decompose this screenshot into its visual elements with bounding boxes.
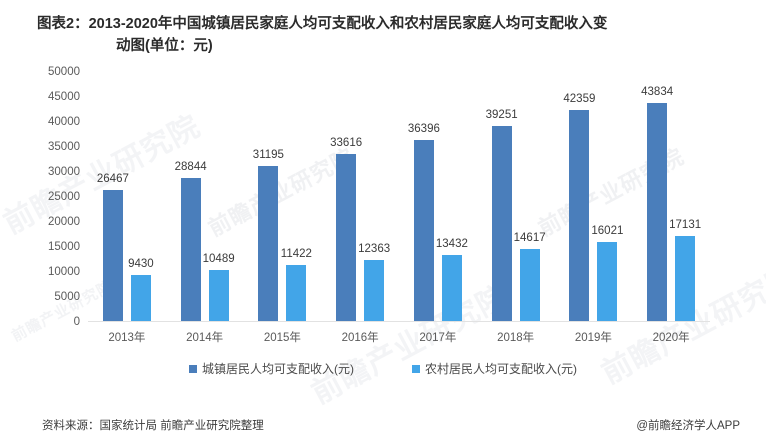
bar-value-label: 39251 bbox=[485, 108, 518, 121]
x-axis-line bbox=[88, 321, 710, 322]
bar[interactable] bbox=[286, 264, 307, 322]
y-axis-tick: 15000 bbox=[48, 241, 80, 253]
x-axis-tick: 2017年 bbox=[419, 332, 457, 344]
bar-value-label: 16021 bbox=[591, 224, 624, 237]
bar-value-label: 14617 bbox=[513, 231, 546, 244]
bar-value-label: 26467 bbox=[96, 172, 129, 185]
bar[interactable] bbox=[647, 102, 668, 322]
bar-group: 31195 11422 bbox=[244, 72, 322, 322]
bar-value-label: 28844 bbox=[174, 160, 207, 173]
chart-title-line1: 图表2：2013-2020年中国城镇居民家庭人均可支配收入和农村居民家庭人均可支… bbox=[37, 16, 608, 32]
bar[interactable] bbox=[519, 248, 540, 322]
chart-title: 图表2：2013-2020年中国城镇居民家庭人均可支配收入和农村居民家庭人均可支… bbox=[37, 13, 737, 57]
x-axis-tick: 2019年 bbox=[574, 332, 612, 344]
y-axis-tick: 25000 bbox=[48, 191, 80, 203]
y-axis-tick: 30000 bbox=[48, 166, 80, 178]
bar[interactable] bbox=[491, 125, 512, 322]
legend-swatch-icon bbox=[189, 364, 197, 373]
bar-value-label: 13432 bbox=[435, 237, 468, 250]
legend-item-urban[interactable]: 城镇居民人均可支配收入(元) bbox=[189, 360, 354, 377]
y-axis-tick: 5000 bbox=[54, 291, 80, 303]
bar-value-label: 31195 bbox=[252, 149, 284, 162]
y-axis: 0 5000 10000 15000 20000 25000 30000 35000 40000… bbox=[18, 66, 80, 328]
bar[interactable] bbox=[597, 241, 618, 322]
bar-group: 33616 12363 bbox=[321, 72, 399, 322]
y-axis-tick: 45000 bbox=[48, 91, 80, 103]
y-axis-tick: 35000 bbox=[48, 141, 80, 153]
bar[interactable] bbox=[413, 140, 434, 322]
bar-group: 42359 16021 bbox=[555, 72, 633, 322]
y-axis-tick: 0 bbox=[73, 316, 80, 328]
brand-note: @前瞻经济学人APP bbox=[636, 420, 740, 432]
x-axis-tick: 2014年 bbox=[186, 332, 224, 344]
bar[interactable] bbox=[569, 110, 590, 322]
chart-legend: 城镇居民人均可支配收入(元) 农村居民人均可支配收入(元) bbox=[0, 360, 766, 377]
bar-value-label: 9430 bbox=[128, 257, 154, 270]
source-note: 资料来源：国家统计局 前瞻产业研究院整理 bbox=[42, 420, 264, 432]
bar-group: 36396 13432 bbox=[399, 72, 477, 322]
bar[interactable] bbox=[102, 189, 123, 322]
bar-value-label: 11422 bbox=[280, 247, 312, 260]
legend-label-urban: 城镇居民人均可支配收入(元) bbox=[202, 362, 354, 376]
bar-value-label: 33616 bbox=[330, 136, 363, 149]
bar-value-label: 36396 bbox=[407, 123, 440, 136]
bar-value-label: 43834 bbox=[641, 85, 674, 98]
bar[interactable] bbox=[364, 260, 385, 322]
y-axis-tick: 50000 bbox=[48, 66, 80, 78]
bar[interactable] bbox=[130, 274, 151, 322]
bar-group: 43834 17131 bbox=[632, 72, 710, 322]
bar-group: 26467 9430 bbox=[88, 72, 166, 322]
x-axis-tick: 2020年 bbox=[652, 332, 690, 344]
y-axis-tick: 40000 bbox=[48, 116, 80, 128]
legend-item-rural[interactable]: 农村居民人均可支配收入(元) bbox=[412, 360, 577, 377]
bar-value-label: 17131 bbox=[669, 219, 702, 232]
bar[interactable] bbox=[180, 177, 201, 322]
bar[interactable] bbox=[441, 254, 462, 322]
bar-value-label: 42359 bbox=[563, 93, 596, 106]
x-axis-tick: 2015年 bbox=[263, 332, 301, 344]
bar[interactable] bbox=[675, 236, 696, 322]
bar-value-label: 12363 bbox=[358, 243, 391, 256]
bar[interactable] bbox=[258, 166, 279, 322]
y-axis-tick: 10000 bbox=[48, 266, 80, 278]
x-axis: 2013年 2014年 2015年 2016年 2017年 2018年 2019年 2020年 bbox=[88, 329, 710, 347]
bar[interactable] bbox=[336, 153, 357, 322]
x-axis-tick: 2013年 bbox=[108, 332, 146, 344]
bar-value-label: 10489 bbox=[202, 252, 235, 265]
legend-swatch-icon bbox=[412, 364, 420, 373]
bar-group: 39251 14617 bbox=[477, 72, 555, 322]
legend-label-rural: 农村居民人均可支配收入(元) bbox=[425, 362, 577, 376]
chart-title-line2: 动图(单位：元) bbox=[116, 38, 213, 54]
bar[interactable] bbox=[208, 269, 229, 322]
plot-area: 26467 9430 28844 10489 31195 11422 33616 12363 3… bbox=[88, 72, 710, 322]
bar-group: 28844 10489 bbox=[166, 72, 244, 322]
y-axis-tick: 20000 bbox=[48, 216, 80, 228]
x-axis-tick: 2018年 bbox=[497, 332, 535, 344]
x-axis-tick: 2016年 bbox=[341, 332, 379, 344]
